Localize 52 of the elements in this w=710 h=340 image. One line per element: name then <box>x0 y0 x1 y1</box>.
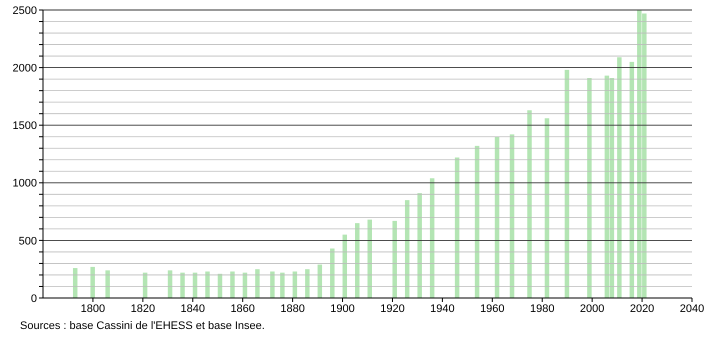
bar <box>355 223 360 298</box>
x-tick-label: 2020 <box>630 302 654 315</box>
bar <box>242 272 248 298</box>
y-tick-label: 500 <box>18 235 37 248</box>
bar <box>280 272 285 298</box>
source-note: Sources : base Cassini de l'EHESS et base Insee. <box>20 320 265 332</box>
bar <box>90 266 95 298</box>
bar <box>330 248 335 298</box>
bar <box>392 220 397 298</box>
y-tick-label: 0 <box>30 292 37 305</box>
y-tick-label: 2000 <box>12 62 37 75</box>
x-tick-label: 1920 <box>380 302 405 315</box>
bar <box>564 70 570 298</box>
x-tick-label: 1960 <box>480 302 505 315</box>
bar <box>494 136 500 298</box>
bar <box>72 268 78 298</box>
y-tick-label: 1000 <box>12 178 37 190</box>
x-tick-label: 1900 <box>330 302 355 315</box>
y-tick-label: 2500 <box>12 4 37 17</box>
x-tick-label: 1820 <box>130 302 156 315</box>
bar <box>417 193 422 298</box>
bar <box>180 272 185 298</box>
bar <box>587 78 592 298</box>
x-tick-label: 1880 <box>280 302 305 315</box>
bar <box>368 220 372 298</box>
x-tick-label: 1860 <box>230 302 255 315</box>
bar <box>544 118 550 298</box>
bar <box>255 269 260 298</box>
bar <box>510 134 514 298</box>
bar <box>192 272 198 298</box>
x-tick-label: 1980 <box>530 302 554 315</box>
bar <box>474 146 480 298</box>
bar <box>292 272 298 298</box>
y-tick-label: 1500 <box>12 120 37 132</box>
bar <box>454 157 460 298</box>
x-tick-label: 2000 <box>580 302 604 315</box>
bar <box>617 57 622 298</box>
bar <box>318 264 322 298</box>
bar <box>270 272 275 298</box>
bar <box>142 272 148 298</box>
bar <box>105 270 110 298</box>
x-tick-label: 2040 <box>680 302 704 315</box>
bar <box>404 200 410 298</box>
bar <box>305 269 310 298</box>
x-tick-label: 1840 <box>180 302 206 315</box>
bar <box>230 272 235 298</box>
bar <box>168 270 172 298</box>
bar <box>342 234 348 298</box>
x-tick-label: 1940 <box>430 302 455 315</box>
bar <box>430 178 434 298</box>
x-tick-label: 1800 <box>80 302 106 315</box>
bar <box>630 62 634 298</box>
